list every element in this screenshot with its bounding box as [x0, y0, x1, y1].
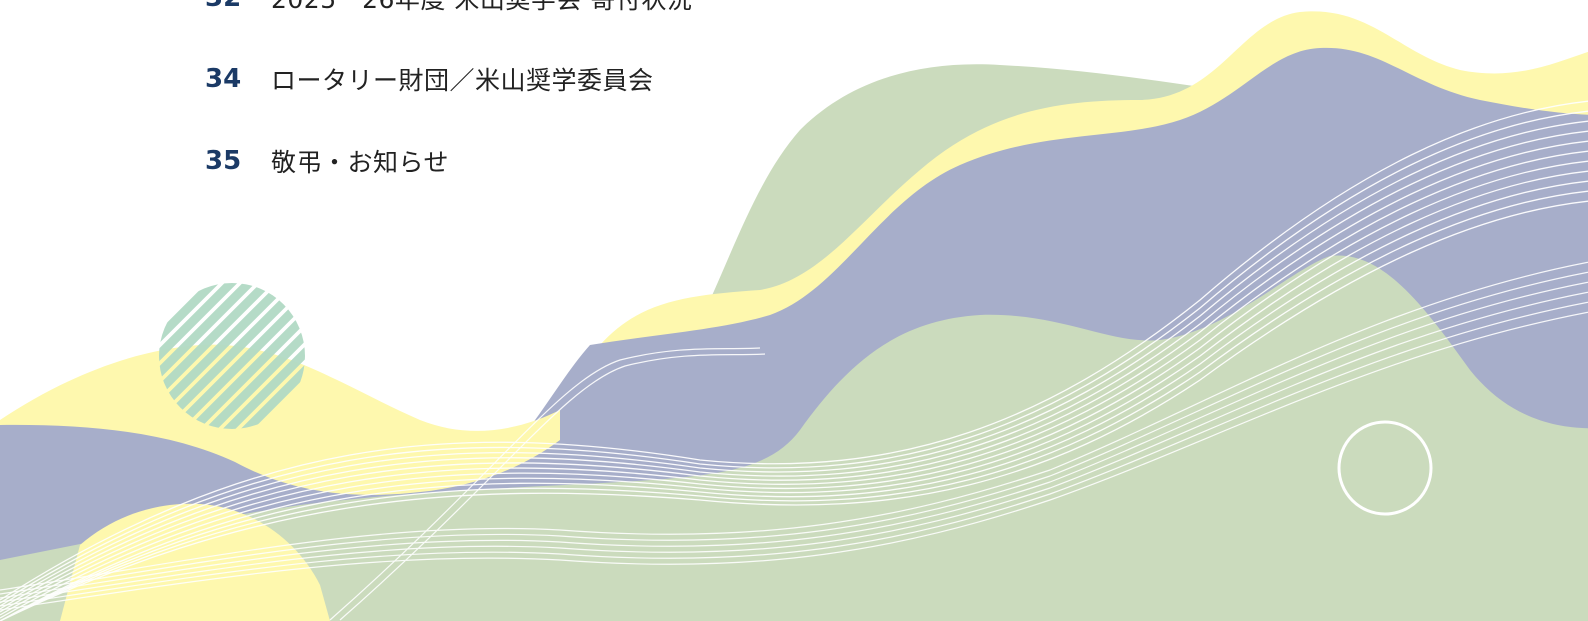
toc-page-number: 35 — [205, 146, 242, 176]
toc-page-number: 32 — [205, 0, 271, 13]
toc-page-number: 34 — [205, 64, 242, 94]
toc-entry[interactable]: 35 敬弔・お知らせ — [205, 141, 449, 181]
toc-entry[interactable]: 32 2025－26年度 米山奨学会 寄付状況 — [205, 0, 692, 18]
outline-circle — [1337, 420, 1433, 516]
white-line-bundles — [0, 100, 1588, 621]
white-line-bundles-lower — [0, 261, 1588, 621]
toc-entry[interactable]: 34 ロータリー財団／米山奨学委員会 — [205, 59, 654, 99]
toc-entry-title: 2025－26年度 米山奨学会 寄付状況 — [271, 0, 692, 16]
toc-entry-title: 敬弔・お知らせ — [271, 148, 450, 177]
toc-entry-title: ロータリー財団／米山奨学委員会 — [271, 66, 654, 95]
